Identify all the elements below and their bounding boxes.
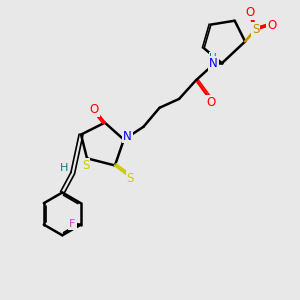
Text: O: O xyxy=(246,6,255,19)
Text: S: S xyxy=(127,172,134,185)
Text: S: S xyxy=(252,23,259,36)
Text: O: O xyxy=(267,19,277,32)
Text: N: N xyxy=(209,57,218,70)
Text: O: O xyxy=(206,96,216,109)
Text: H: H xyxy=(209,53,217,63)
Text: H: H xyxy=(60,163,69,173)
Text: S: S xyxy=(82,159,89,172)
Text: N: N xyxy=(123,130,132,142)
Text: O: O xyxy=(90,103,99,116)
Text: F: F xyxy=(69,219,76,229)
